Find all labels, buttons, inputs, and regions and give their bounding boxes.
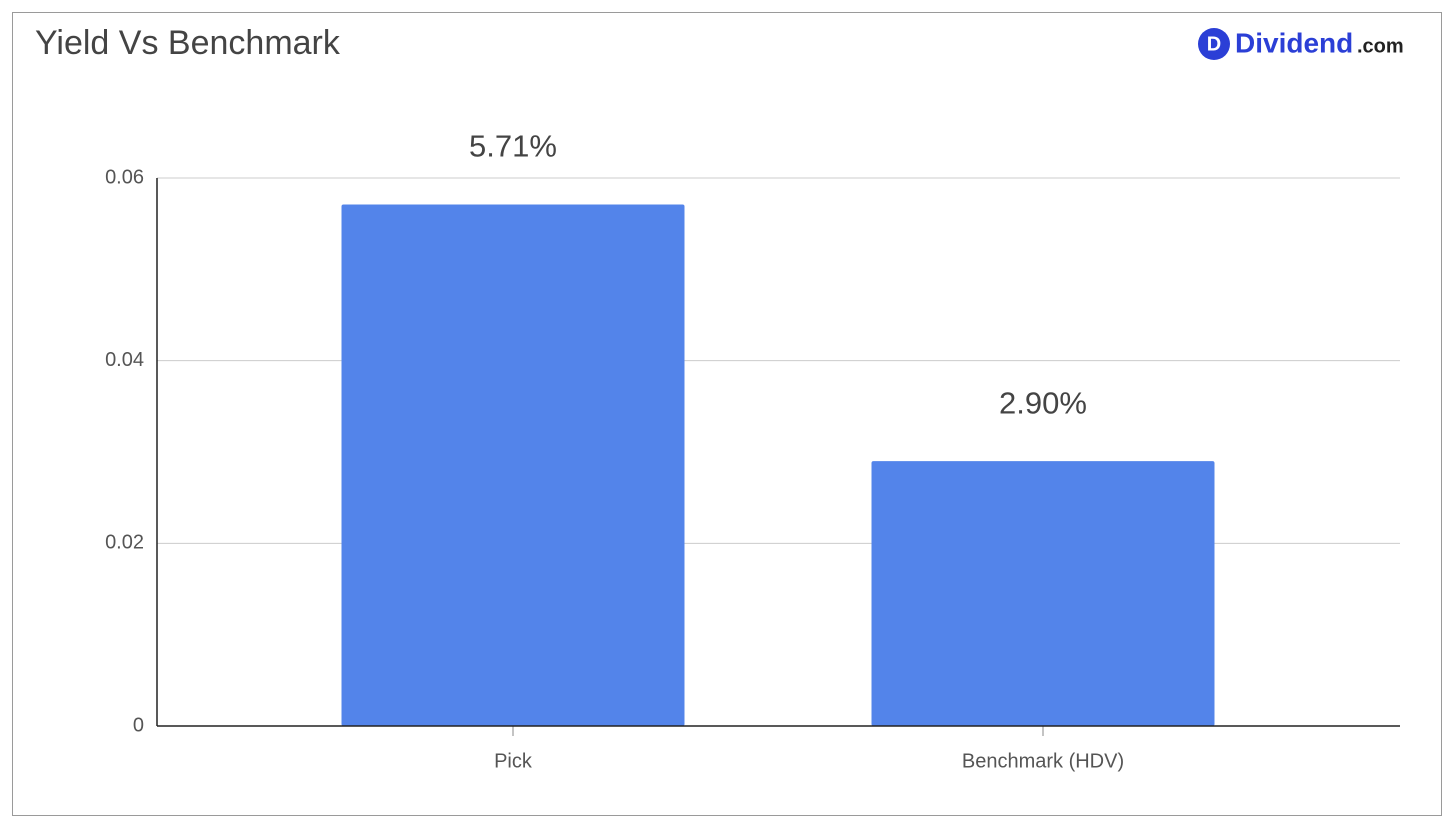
y-tick-label: 0 xyxy=(133,714,144,736)
value-label: 5.71% xyxy=(469,129,557,164)
chart-title: Yield Vs Benchmark xyxy=(35,24,341,62)
logo-name: Dividend xyxy=(1235,27,1353,58)
x-tick-label: Benchmark (HDV) xyxy=(962,750,1124,772)
frame xyxy=(12,12,1442,816)
y-tick-label: 0.06 xyxy=(105,166,144,188)
value-label: 2.90% xyxy=(999,385,1087,420)
bar xyxy=(341,204,685,726)
bar xyxy=(871,461,1215,726)
y-tick-label: 0.04 xyxy=(105,349,144,371)
logo-icon: D xyxy=(1207,33,1221,55)
x-tick-label: Pick xyxy=(494,750,533,772)
logo-domain: .com xyxy=(1357,35,1404,57)
y-tick-label: 0.02 xyxy=(105,532,144,554)
logo-badge xyxy=(1198,28,1230,60)
